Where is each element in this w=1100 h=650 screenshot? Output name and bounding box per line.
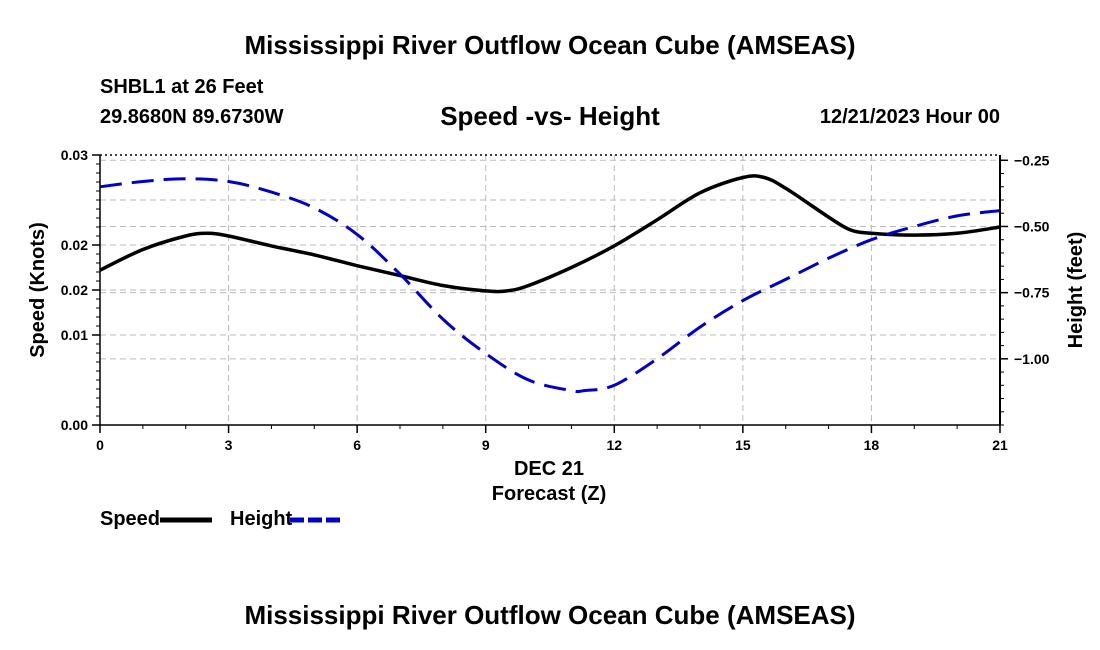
chart-subtitle: Speed -vs- Height bbox=[440, 101, 660, 131]
x-tick-label: 12 bbox=[606, 437, 622, 453]
x-tick-label: 9 bbox=[482, 437, 490, 453]
y-axis-right-title: Height (feet) bbox=[1065, 232, 1087, 349]
x-tick-label: 21 bbox=[992, 437, 1008, 453]
coordinates-label: 29.8680N 89.6730W bbox=[100, 106, 284, 128]
y-right-tick-label: −0.25 bbox=[1014, 152, 1050, 168]
speed-series-line bbox=[99, 174, 1001, 294]
x-axis-title: Forecast (Z) bbox=[492, 483, 606, 505]
y-left-tick-label: 0.02 bbox=[61, 282, 88, 298]
legend-height-label: Height bbox=[230, 508, 293, 530]
x-tick-label: 6 bbox=[353, 437, 361, 453]
x-tick-label: 0 bbox=[96, 437, 104, 453]
y-right-tick-label: −0.50 bbox=[1014, 218, 1050, 234]
x-tick-label: 15 bbox=[735, 437, 751, 453]
height-series-line bbox=[99, 177, 1001, 394]
x-tick-label: 3 bbox=[225, 437, 233, 453]
legend: Speed Height bbox=[100, 508, 342, 530]
datetime-label: 12/21/2023 Hour 00 bbox=[819, 106, 1000, 128]
y-left-tick-label: 0.03 bbox=[61, 147, 88, 163]
y-right-tick-label: −1.00 bbox=[1014, 351, 1050, 367]
footer-title: Mississippi River Outflow Ocean Cube (AM… bbox=[244, 600, 856, 630]
y-right-tick-label: −0.75 bbox=[1014, 285, 1050, 301]
series-layer bbox=[99, 174, 1001, 394]
y-left-tick-label: 0.00 bbox=[61, 417, 88, 433]
station-label: SHBL1 at 26 Feet bbox=[100, 76, 264, 98]
x-axis-date-label: DEC 21 bbox=[514, 458, 584, 480]
legend-speed-label: Speed bbox=[100, 508, 160, 530]
y-axis-left-title: Speed (Knots) bbox=[27, 222, 49, 358]
y-left-tick-label: 0.02 bbox=[61, 237, 88, 253]
chart-title: Mississippi River Outflow Ocean Cube (AM… bbox=[244, 30, 856, 60]
ticks: 0 3 6 9 12 15 18 21 0.03 0.02 0.02 0.01 0.00 −0.25 −0.… bbox=[61, 147, 1050, 453]
y-left-tick-label: 0.01 bbox=[61, 327, 88, 343]
grid bbox=[100, 155, 1000, 425]
x-tick-label: 18 bbox=[864, 437, 880, 453]
